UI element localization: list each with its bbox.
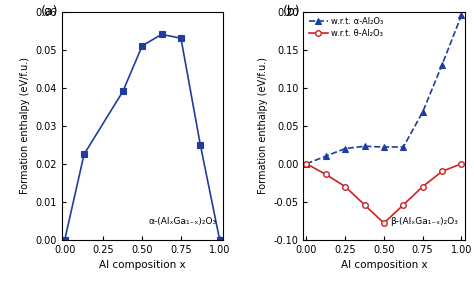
X-axis label: Al composition x: Al composition x [99,260,185,270]
Text: (a): (a) [41,5,58,18]
Text: (b): (b) [283,5,300,18]
Line: w.r.t. α-Al₂O₃: w.r.t. α-Al₂O₃ [304,13,464,166]
w.r.t. α-Al₂O₃ [381,145,387,149]
w.r.t. θ-Al₂O₃ [304,162,310,166]
w.r.t. α-Al₂O₃ [401,145,406,149]
w.r.t. θ-Al₂O₃ [362,203,367,207]
w.r.t. α-Al₂O₃ [304,162,310,166]
w.r.t. α-Al₂O₃ [420,110,426,114]
w.r.t. θ-Al₂O₃ [342,185,348,188]
X-axis label: Al composition x: Al composition x [341,260,427,270]
w.r.t. α-Al₂O₃ [362,144,367,148]
w.r.t. θ-Al₂O₃ [323,173,328,176]
w.r.t. α-Al₂O₃ [439,63,445,66]
Text: α-(AlₓGa₁₋ₓ)₂O₃: α-(AlₓGa₁₋ₓ)₂O₃ [148,217,216,226]
Y-axis label: Formation enthalpy (eV/f.u.): Formation enthalpy (eV/f.u.) [20,57,30,194]
Legend: w.r.t. α-Al₂O₃, w.r.t. θ-Al₂O₃: w.r.t. α-Al₂O₃, w.r.t. θ-Al₂O₃ [308,16,385,40]
w.r.t. θ-Al₂O₃ [420,185,426,188]
w.r.t. α-Al₂O₃ [323,154,328,158]
Y-axis label: Formation enthalpy (eV/f.u.): Formation enthalpy (eV/f.u.) [258,57,268,194]
w.r.t. α-Al₂O₃ [342,147,348,150]
w.r.t. θ-Al₂O₃ [458,162,464,166]
w.r.t. θ-Al₂O₃ [439,170,445,173]
w.r.t. α-Al₂O₃ [458,14,464,17]
w.r.t. θ-Al₂O₃ [381,221,387,225]
w.r.t. θ-Al₂O₃ [401,203,406,207]
Text: β-(AlₓGa₁₋ₓ)₂O₃: β-(AlₓGa₁₋ₓ)₂O₃ [390,217,458,226]
Line: w.r.t. θ-Al₂O₃: w.r.t. θ-Al₂O₃ [304,161,464,226]
